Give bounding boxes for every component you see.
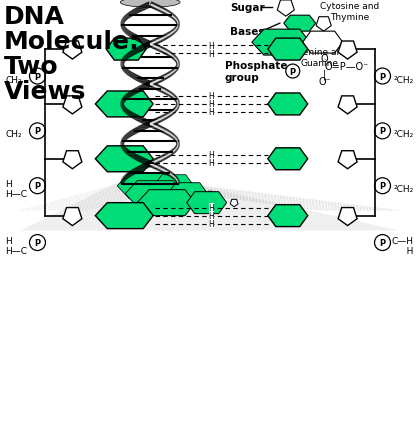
Text: Sugar: Sugar <box>230 3 264 13</box>
Polygon shape <box>63 97 82 115</box>
Polygon shape <box>106 39 146 61</box>
Text: P: P <box>34 239 41 247</box>
Text: C—H
   H: C—H H <box>391 237 414 256</box>
Text: H: H <box>209 212 215 221</box>
Text: P: P <box>34 182 41 191</box>
Text: H: H <box>209 159 215 168</box>
Text: H: H <box>209 219 215 229</box>
Text: P: P <box>34 127 41 136</box>
Text: |: | <box>323 70 326 80</box>
Text: O⁻: O⁻ <box>318 77 331 87</box>
Polygon shape <box>168 183 208 205</box>
Text: P: P <box>380 239 385 247</box>
Text: DNA
Molecule:
Two
Views: DNA Molecule: Two Views <box>4 5 140 104</box>
Text: ²CH₂: ²CH₂ <box>393 130 414 139</box>
Polygon shape <box>95 203 153 229</box>
Polygon shape <box>303 32 343 54</box>
Polygon shape <box>21 184 399 231</box>
Polygon shape <box>154 175 194 197</box>
Text: CH₂: CH₂ <box>5 75 22 85</box>
Polygon shape <box>268 205 308 227</box>
Text: H: H <box>209 204 215 213</box>
Text: P: P <box>34 72 41 81</box>
Polygon shape <box>117 173 175 199</box>
Polygon shape <box>187 192 227 214</box>
Polygon shape <box>125 181 183 207</box>
Polygon shape <box>63 42 82 60</box>
Polygon shape <box>137 190 195 216</box>
Polygon shape <box>95 92 153 118</box>
Polygon shape <box>338 152 357 170</box>
Text: H: H <box>209 92 215 101</box>
Polygon shape <box>268 148 308 170</box>
Polygon shape <box>95 146 153 173</box>
Polygon shape <box>140 191 149 198</box>
Polygon shape <box>190 184 194 188</box>
Polygon shape <box>230 200 238 207</box>
Polygon shape <box>338 208 357 226</box>
Text: CH₂: CH₂ <box>5 130 22 139</box>
Text: Phosphate
group: Phosphate group <box>225 61 287 83</box>
Text: Adenine and
Guanine: Adenine and Guanine <box>291 48 348 67</box>
Polygon shape <box>277 1 294 17</box>
Text: ²CH₂: ²CH₂ <box>393 185 414 194</box>
Text: P: P <box>380 72 385 81</box>
Text: H: H <box>209 100 215 109</box>
Text: O: O <box>321 54 328 64</box>
Text: H: H <box>209 49 215 58</box>
Polygon shape <box>284 16 316 32</box>
Polygon shape <box>338 97 357 115</box>
Text: P: P <box>380 127 385 136</box>
Polygon shape <box>139 184 145 189</box>
Text: O=P—O⁻: O=P—O⁻ <box>325 62 369 72</box>
Polygon shape <box>207 192 213 198</box>
Text: P: P <box>380 182 385 191</box>
Text: H
H—C: H H—C <box>5 180 28 199</box>
Text: Cytosine and
Thymine: Cytosine and Thymine <box>320 3 379 22</box>
Polygon shape <box>63 152 82 170</box>
Text: H
H—C: H H—C <box>5 237 28 256</box>
Polygon shape <box>268 39 308 61</box>
Ellipse shape <box>120 0 180 8</box>
Polygon shape <box>338 42 357 60</box>
Polygon shape <box>63 208 82 226</box>
Text: H: H <box>209 42 215 50</box>
Polygon shape <box>316 18 331 32</box>
Text: Bases: Bases <box>230 27 264 37</box>
Text: H: H <box>209 108 215 117</box>
Text: P: P <box>290 67 296 76</box>
Polygon shape <box>145 198 156 209</box>
Text: ²CH₂: ²CH₂ <box>393 75 414 85</box>
Text: H: H <box>209 151 215 160</box>
Polygon shape <box>268 94 308 116</box>
Polygon shape <box>252 30 310 56</box>
